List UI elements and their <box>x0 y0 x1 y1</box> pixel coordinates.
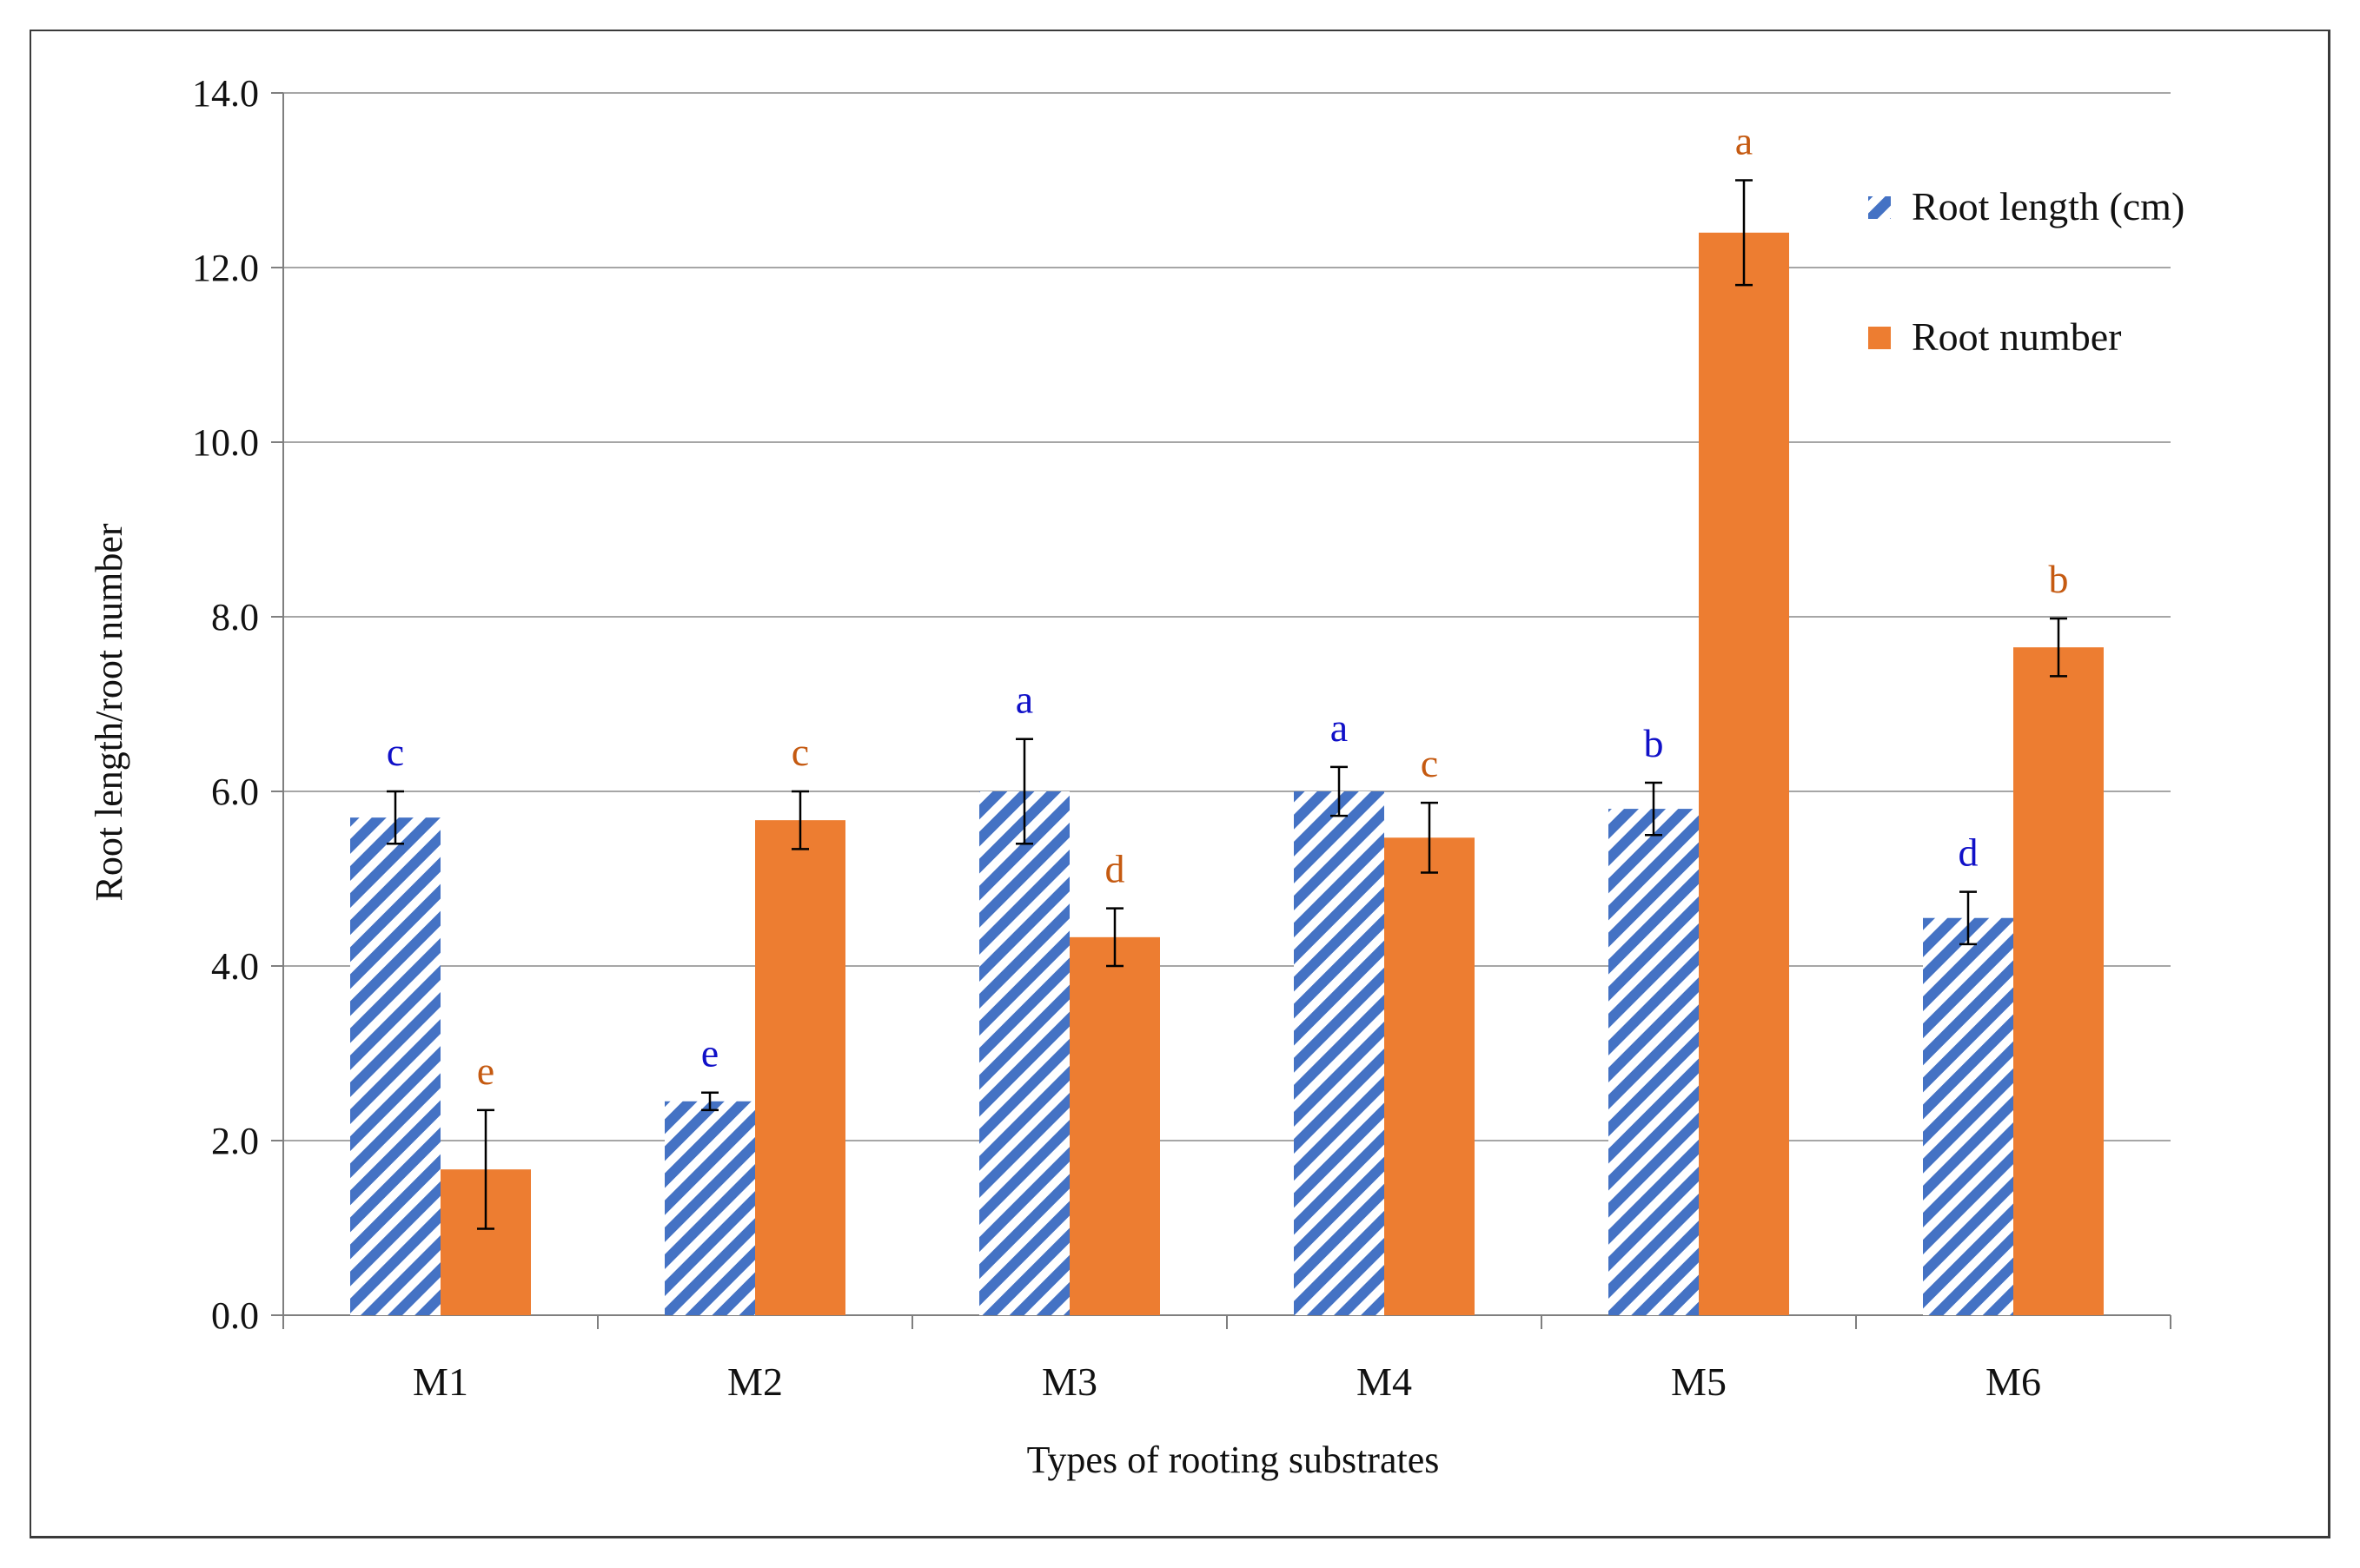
significance-letter: a <box>1735 119 1753 163</box>
significance-letter: e <box>701 1031 719 1075</box>
significance-letters: c e e c a d a c b a d b <box>387 119 2069 1093</box>
significance-letter: d <box>1959 830 1979 875</box>
legend-swatch-root-number <box>1868 327 1891 349</box>
y-tick-label: 12.0 <box>192 247 259 289</box>
bar-root-length <box>1608 809 1699 1315</box>
y-tick-label: 0.0 <box>211 1294 259 1337</box>
bars <box>350 232 2104 1315</box>
significance-letter: c <box>387 730 404 774</box>
legend-label-root-length: Root length (cm) <box>1912 184 2184 228</box>
y-tick-label: 6.0 <box>211 771 259 813</box>
x-tick-label: M1 <box>413 1360 468 1404</box>
legend: Root length (cm) Root number <box>1868 184 2184 359</box>
significance-letter: e <box>477 1049 494 1093</box>
significance-letter: c <box>792 730 809 774</box>
bar-root-length <box>1923 917 2013 1315</box>
significance-letter: b <box>2049 557 2069 601</box>
y-axis-title: Root length/root number <box>88 523 130 901</box>
tick-labels: 0.0 2.0 4.0 6.0 8.0 10.0 12.0 14.0 M1 M2 M3 M4 M5 M6 <box>192 72 2041 1404</box>
bar-root-length <box>350 817 441 1315</box>
y-tick-label: 2.0 <box>211 1120 259 1162</box>
bar-root-length <box>979 791 1070 1315</box>
grid-lines <box>283 92 2171 1141</box>
axes <box>271 92 2171 1329</box>
x-tick-label: M2 <box>727 1360 783 1404</box>
legend-swatch-root-length <box>1868 196 1891 219</box>
bar-root-length <box>665 1101 755 1315</box>
error-bars <box>387 179 2067 1230</box>
y-tick-label: 10.0 <box>192 421 259 464</box>
significance-letter: d <box>1105 847 1125 891</box>
bar-root-number <box>1384 837 1475 1315</box>
y-tick-label: 4.0 <box>211 945 259 988</box>
x-axis-title: Types of rooting substrates <box>1027 1439 1440 1481</box>
significance-letter: a <box>1330 705 1348 750</box>
significance-letter: b <box>1644 721 1664 765</box>
legend-label-root-number: Root number <box>1912 314 2121 359</box>
bar-root-number <box>1070 936 1160 1315</box>
y-tick-label: 8.0 <box>211 596 259 638</box>
bar-root-number <box>1699 232 1789 1315</box>
x-tick-label: M3 <box>1042 1360 1097 1404</box>
x-tick-label: M4 <box>1356 1360 1412 1404</box>
bar-root-length <box>1294 791 1384 1315</box>
bar-root-number <box>755 820 845 1315</box>
significance-letter: a <box>1016 678 1033 722</box>
x-tick-label: M5 <box>1671 1360 1727 1404</box>
x-tick-label: M6 <box>1985 1360 2041 1404</box>
y-tick-label: 14.0 <box>192 72 259 115</box>
significance-letter: c <box>1421 741 1438 785</box>
bar-root-number <box>2013 647 2104 1315</box>
